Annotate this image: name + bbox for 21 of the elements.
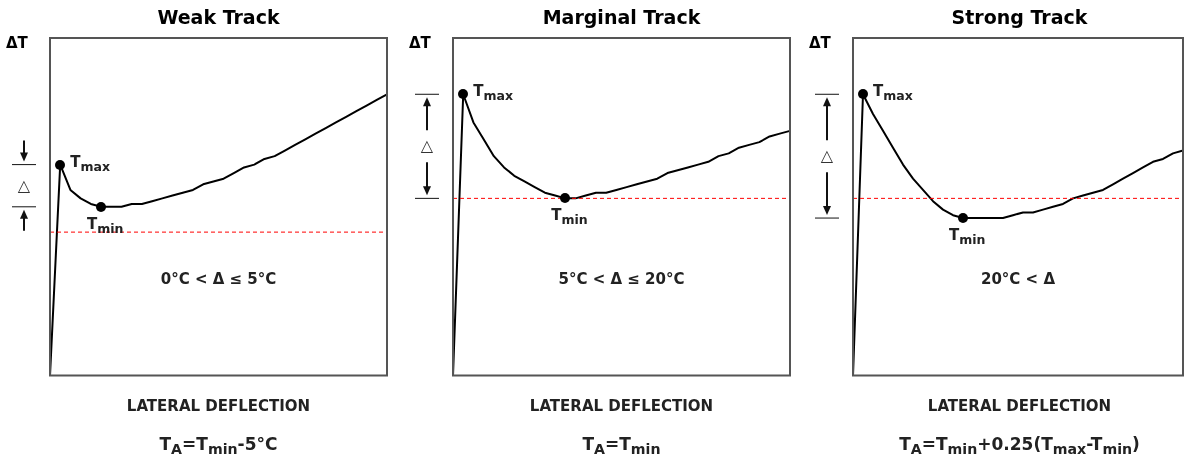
annotation: T$_{max}$: [473, 82, 513, 106]
text: T$_{A}$=T$_{min}$-5°C: [158, 434, 279, 458]
text: T$_{A}$=T$_{min}$: [581, 434, 662, 458]
x-axis-title: LATERAL DEFLECTION: [528, 397, 715, 415]
annotation: T$_{min}$: [87, 214, 124, 238]
text: T$_{A}$=T$_{min}$+0.25(T$_{max}$-T$_{min}$): [899, 434, 1140, 458]
y-axis-title: ΔT: [409, 34, 431, 52]
chart-title: Marginal Track: [541, 6, 702, 28]
annotation: 20°C < Δ: [980, 270, 1056, 289]
chart-title: Strong Track: [950, 6, 1089, 28]
y-axis-title: ΔT: [809, 34, 831, 52]
annotation: 0°C < Δ ≤ 5°C: [160, 270, 277, 289]
x-axis-title: LATERAL DEFLECTION: [926, 397, 1113, 415]
annotation: T$_{min}$: [949, 226, 986, 250]
annotation: T$_{max}$: [873, 82, 913, 106]
annotation: T$_{max}$: [70, 152, 110, 176]
annotation: 5°C < Δ ≤ 20°C: [558, 270, 685, 289]
annotation: T$_{min}$: [551, 206, 588, 230]
x-axis-title: LATERAL DEFLECTION: [125, 397, 312, 415]
y-axis-title: ΔT: [6, 34, 28, 52]
chart-title: Weak Track: [156, 6, 281, 28]
